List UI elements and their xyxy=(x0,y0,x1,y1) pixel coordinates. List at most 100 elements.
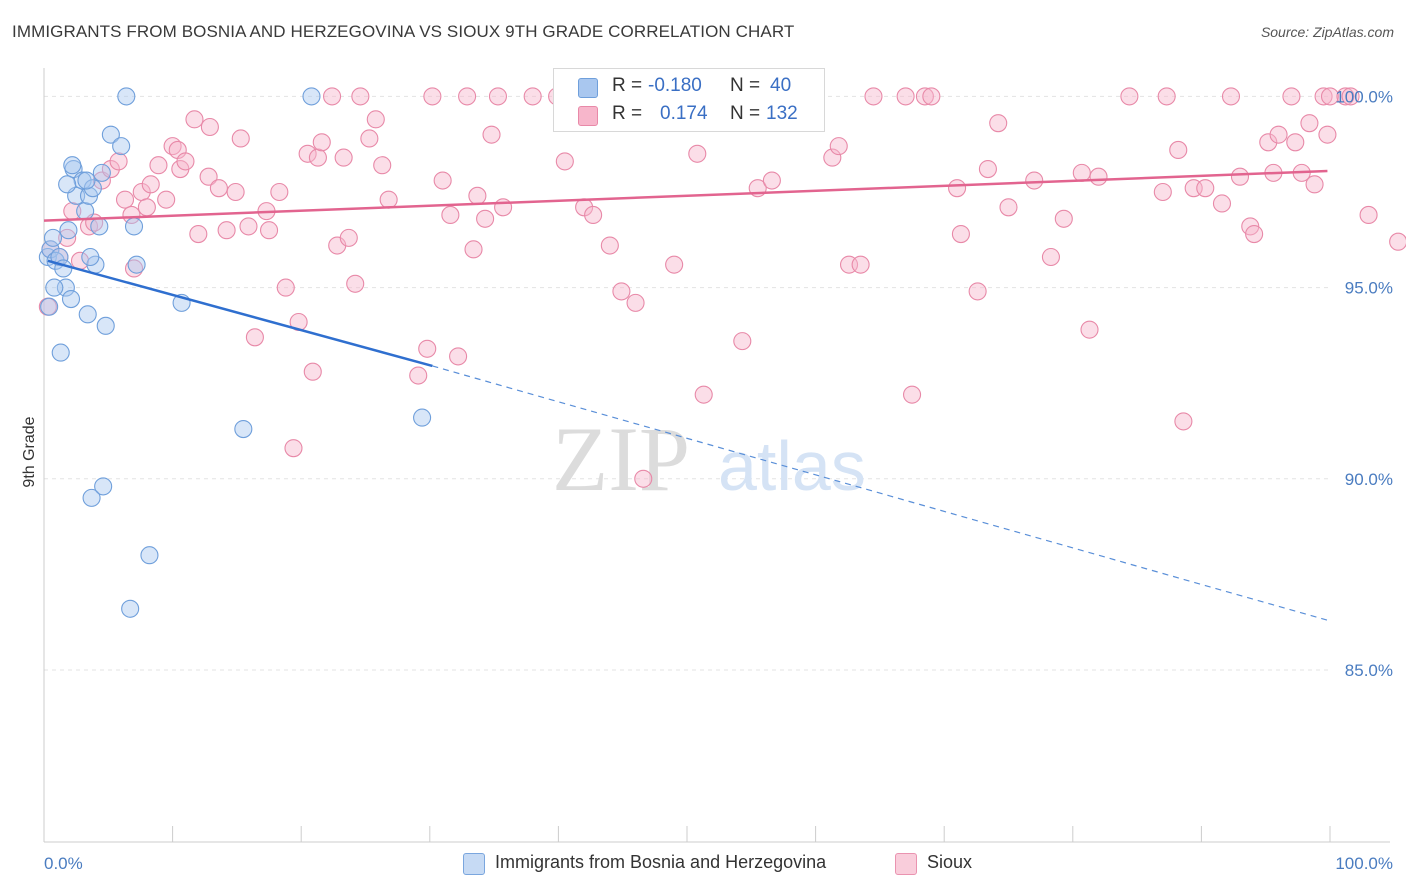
stats-legend: R = -0.180 N = 40 R = 0.174 N = 132 xyxy=(553,68,825,132)
data-point xyxy=(209,179,228,198)
data-point xyxy=(351,87,370,106)
data-point xyxy=(915,87,934,106)
data-point xyxy=(612,282,631,301)
legend-swatch-sioux xyxy=(578,106,598,126)
data-point xyxy=(149,156,168,175)
data-point xyxy=(73,171,92,190)
data-point xyxy=(951,225,970,244)
data-point xyxy=(1169,140,1188,159)
data-point xyxy=(127,255,146,274)
data-point xyxy=(231,129,250,148)
data-point xyxy=(379,190,398,209)
legend-r-value: -0.180 xyxy=(648,75,702,96)
legend-row-sioux: R = 0.174 N = 132 xyxy=(554,100,824,128)
data-point xyxy=(1212,194,1232,213)
data-point xyxy=(76,202,95,221)
data-point xyxy=(1120,87,1139,106)
data-point xyxy=(115,190,135,209)
data-point xyxy=(334,148,353,167)
watermark: ZIP atlas xyxy=(552,408,866,510)
data-point xyxy=(157,190,176,209)
data-point xyxy=(109,152,128,171)
data-point xyxy=(1320,87,1340,106)
data-point xyxy=(43,228,63,247)
data-point xyxy=(58,175,77,194)
data-point xyxy=(1174,412,1193,431)
source-credit: Source: ZipAtlas.com xyxy=(1260,24,1394,40)
data-point xyxy=(488,87,508,106)
data-point xyxy=(121,599,140,618)
data-point xyxy=(245,328,264,347)
legend-label-sioux: Sioux xyxy=(927,852,973,872)
data-point xyxy=(1341,87,1360,106)
data-point xyxy=(1089,167,1108,186)
y-tick-label: 100.0% xyxy=(1335,87,1393,106)
watermark-zip: ZIP xyxy=(552,408,690,510)
legend-r-label: R = xyxy=(612,75,643,96)
data-point xyxy=(823,148,842,167)
data-point xyxy=(1153,182,1172,202)
data-point xyxy=(423,87,442,106)
data-point xyxy=(1054,209,1073,228)
data-point xyxy=(600,236,619,255)
data-point xyxy=(81,247,100,267)
data-point xyxy=(117,87,136,106)
data-point xyxy=(40,297,59,316)
legend-n-value: 40 xyxy=(770,75,792,96)
data-point xyxy=(124,217,144,236)
data-point xyxy=(1300,114,1319,133)
data-point xyxy=(1025,171,1044,190)
data-point xyxy=(217,221,236,240)
sioux-points xyxy=(38,87,1406,488)
legend-swatch-sioux xyxy=(895,853,917,875)
data-point xyxy=(902,385,922,404)
data-point xyxy=(96,316,115,335)
data-point xyxy=(999,198,1018,217)
data-point xyxy=(1359,205,1378,224)
data-point xyxy=(413,408,432,427)
data-point xyxy=(1080,320,1099,339)
data-point xyxy=(302,87,321,106)
data-point xyxy=(50,247,69,267)
legend-row-bosnia: R = -0.180 N = 40 xyxy=(554,72,824,100)
data-point xyxy=(989,114,1008,133)
data-point xyxy=(176,152,195,171)
data-point xyxy=(978,160,997,179)
data-point xyxy=(433,171,452,190)
data-point xyxy=(78,305,97,324)
watermark-atlas: atlas xyxy=(718,427,866,505)
x-tick-label: 0.0% xyxy=(44,854,83,873)
data-point xyxy=(234,420,253,439)
data-point xyxy=(948,179,967,198)
data-point xyxy=(141,175,160,194)
y-tick-label: 85.0% xyxy=(1345,661,1393,680)
data-point xyxy=(1314,87,1333,106)
data-point xyxy=(200,117,219,137)
data-point xyxy=(63,156,82,175)
legend-swatch-bosnia xyxy=(578,78,598,98)
data-point xyxy=(59,221,78,240)
data-point xyxy=(101,160,120,179)
data-point xyxy=(284,439,303,458)
axes xyxy=(43,68,1390,843)
data-point xyxy=(312,133,331,152)
data-point xyxy=(1318,125,1337,144)
data-point xyxy=(523,87,542,106)
legend-n-value: 132 xyxy=(766,103,798,124)
data-point xyxy=(733,332,752,351)
data-point xyxy=(360,129,379,148)
data-point xyxy=(45,278,64,297)
data-point xyxy=(239,217,258,236)
y-axis-title: 9th Grade xyxy=(21,416,38,487)
data-point xyxy=(1196,179,1215,198)
data-point xyxy=(449,347,468,366)
data-point xyxy=(51,343,70,362)
data-point xyxy=(1282,87,1301,106)
data-point xyxy=(339,228,358,247)
data-point xyxy=(1072,163,1091,182)
data-point xyxy=(694,385,713,404)
data-point xyxy=(441,205,460,224)
data-point xyxy=(101,125,120,144)
data-point xyxy=(298,144,317,163)
trend-lines xyxy=(43,169,1328,621)
